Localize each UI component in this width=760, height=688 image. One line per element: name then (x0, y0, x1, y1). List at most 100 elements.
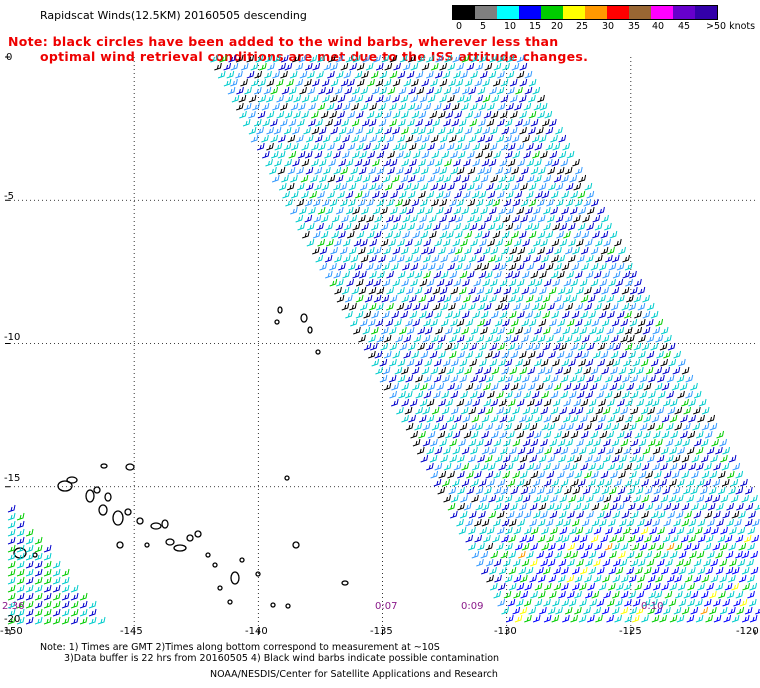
wind-barb (510, 94, 518, 103)
wind-barb (528, 318, 537, 327)
wind-barbs (7, 54, 760, 625)
island-outline (205, 552, 211, 558)
wind-barb (554, 262, 562, 271)
wind-barb (381, 294, 390, 303)
wind-barb (70, 592, 79, 601)
wind-barb (475, 366, 483, 375)
wind-barb (506, 70, 515, 79)
wind-barb (545, 142, 554, 151)
wind-barb (490, 326, 498, 335)
wind-barb (480, 206, 488, 215)
wind-barb (630, 406, 639, 415)
wind-barb (290, 190, 299, 199)
wind-barb (541, 254, 549, 263)
wind-barb (350, 166, 359, 175)
wind-barb (521, 334, 529, 343)
wind-barb (540, 358, 549, 367)
wind-barb (381, 54, 390, 63)
island-outline (57, 480, 73, 492)
wind-barb (531, 374, 540, 383)
wind-barb (530, 118, 539, 127)
wind-barb (469, 342, 477, 351)
wind-barb (728, 606, 736, 615)
wind-barb (394, 318, 402, 327)
island-outline (255, 571, 261, 577)
island-outline (186, 534, 194, 542)
wind-barb (605, 254, 613, 263)
wind-barb (676, 614, 685, 623)
wind-barb (504, 238, 513, 247)
wind-barb (481, 566, 489, 575)
wind-barb (422, 406, 431, 415)
wind-barb (397, 358, 406, 367)
wind-barb (235, 54, 244, 63)
wind-barb (479, 494, 488, 503)
wind-barb (306, 222, 315, 231)
wind-barb (545, 382, 553, 391)
wind-barb (361, 118, 370, 127)
wind-barb (345, 310, 353, 319)
wind-barb (16, 568, 25, 577)
wind-barb (444, 54, 453, 63)
wind-barb (529, 286, 538, 295)
wind-barb (743, 534, 752, 543)
wind-barb (415, 118, 423, 127)
wind-barb (528, 110, 537, 119)
wind-barb (720, 454, 728, 463)
wind-barb (673, 606, 682, 615)
wind-barb (538, 454, 547, 463)
wind-barb (558, 150, 567, 159)
wind-barb (574, 350, 583, 359)
wind-barb (396, 406, 404, 415)
wind-barb (613, 374, 622, 383)
wind-barb (543, 414, 552, 423)
wind-barb (486, 182, 494, 191)
wind-barb (620, 590, 629, 599)
wind-barb (483, 398, 492, 407)
wind-barb (704, 510, 713, 519)
wind-barb (574, 318, 583, 327)
wind-barb (591, 590, 600, 599)
wind-barb (380, 326, 389, 335)
wind-barb (601, 486, 610, 495)
wind-barb (640, 406, 649, 415)
wind-barb (741, 494, 750, 503)
wind-barb (437, 142, 446, 151)
wind-barb (518, 350, 527, 359)
wind-barb (451, 342, 459, 351)
time-label-0-07: 0:07 (375, 601, 398, 612)
wind-barb (677, 582, 686, 591)
wind-barb (326, 102, 335, 111)
wind-barb (427, 174, 436, 183)
wind-barb (659, 614, 667, 623)
wind-barb (492, 350, 500, 359)
wind-barb (465, 518, 473, 527)
wind-barb (492, 214, 501, 223)
wind-barb (426, 462, 434, 471)
wind-barb (301, 94, 310, 103)
wind-barb (632, 478, 640, 487)
wind-barb (520, 486, 529, 495)
wind-barb (444, 326, 453, 335)
wind-barb (616, 582, 624, 591)
wind-barb (572, 566, 580, 575)
wind-barb (495, 222, 504, 231)
legend-label-7: 35 (628, 21, 641, 32)
wind-barb (678, 566, 687, 575)
wind-barb (454, 382, 463, 391)
wind-barb (511, 134, 520, 143)
wind-barb (484, 438, 493, 447)
wind-barb (551, 158, 560, 167)
wind-barb (672, 486, 681, 495)
wind-barb (698, 398, 707, 407)
wind-barb (421, 150, 430, 159)
wind-barb (460, 390, 468, 399)
wind-barb (470, 54, 479, 63)
wind-barb (619, 558, 628, 567)
wind-barb (467, 198, 476, 207)
wind-barb (710, 574, 719, 583)
wind-barb (320, 110, 329, 119)
wind-barb (576, 438, 584, 447)
wind-barb (301, 110, 309, 119)
